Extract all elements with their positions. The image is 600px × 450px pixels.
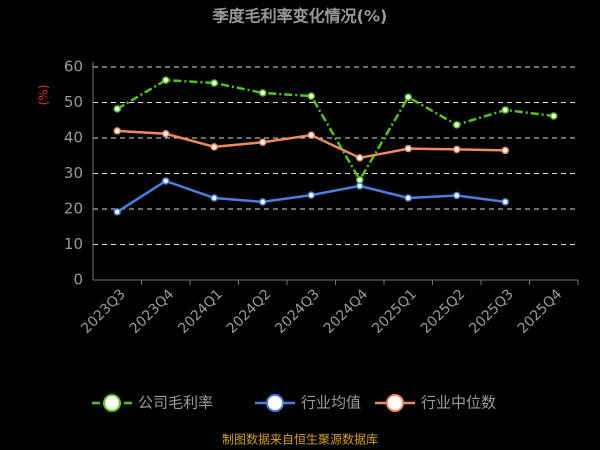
data-point: [501, 198, 509, 206]
y-tick-label: 0: [73, 271, 83, 289]
y-tick-label: 20: [64, 200, 83, 218]
data-point: [113, 208, 121, 216]
data-point: [550, 112, 558, 120]
data-point: [453, 191, 461, 200]
legend-label: 行业中位数: [421, 394, 496, 412]
data-point: [162, 177, 170, 185]
data-point: [501, 106, 509, 114]
data-point: [453, 145, 461, 154]
source-note: 制图数据来自恒生聚源数据库: [222, 432, 378, 447]
data-point: [162, 76, 170, 84]
data-point: [404, 194, 412, 202]
data-point: [259, 198, 267, 206]
x-tick-label: 2024Q4: [321, 286, 372, 337]
data-point: [307, 191, 315, 199]
data-point: [404, 93, 412, 101]
data-point: [404, 144, 412, 153]
data-point: [259, 89, 267, 97]
x-tick-label: 2025Q2: [418, 286, 469, 337]
x-tick-label: 2025Q3: [466, 286, 517, 337]
legend-marker: [386, 394, 404, 412]
legend-marker: [103, 394, 121, 412]
data-point: [356, 182, 364, 190]
y-tick-label: 60: [64, 58, 83, 76]
data-point: [307, 92, 315, 100]
legend-marker: [266, 394, 284, 412]
data-point: [210, 79, 218, 87]
x-tick-label: 2025Q1: [369, 286, 420, 337]
series-line: [116, 78, 554, 183]
data-point: [307, 131, 315, 139]
legend-label: 行业均值: [301, 394, 361, 412]
x-tick-label: 2024Q3: [272, 286, 323, 337]
x-tick-label: 2023Q4: [127, 286, 178, 337]
data-point: [453, 121, 461, 129]
y-tick-label: 10: [64, 235, 83, 253]
data-point: [210, 143, 218, 151]
x-tick-label: 2025Q4: [515, 286, 566, 337]
x-tick-label: 2023Q3: [78, 286, 129, 337]
data-point: [356, 154, 364, 162]
data-point: [259, 138, 267, 147]
data-point: [113, 127, 121, 135]
chart-title: 季度毛利率变化情况(%): [212, 7, 388, 26]
data-point: [501, 146, 509, 155]
y-tick-label: 40: [64, 129, 83, 147]
y-axis-label: (%): [37, 85, 51, 106]
legend-label: 公司毛利率: [138, 394, 213, 412]
data-point: [356, 176, 364, 184]
data-point: [210, 194, 218, 202]
data-point: [113, 105, 121, 113]
x-tick-label: 2024Q2: [224, 286, 275, 337]
x-tick-label: 2024Q1: [175, 286, 226, 337]
data-point: [162, 129, 170, 138]
y-tick-label: 30: [64, 164, 83, 182]
y-tick-label: 50: [64, 93, 83, 111]
